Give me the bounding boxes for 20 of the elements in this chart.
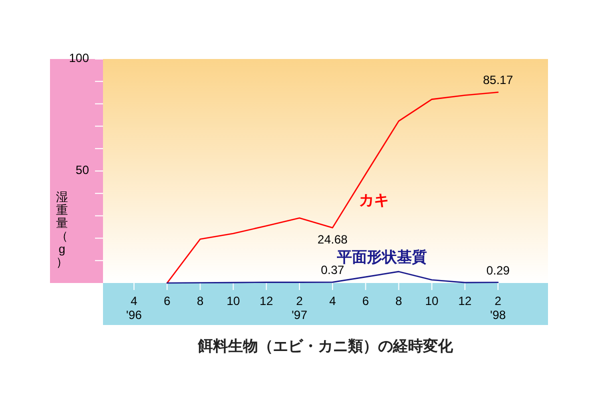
data-label: 0.29 [486,263,510,278]
y-tick-label: 100 [68,51,90,66]
x-tick-label: 6 [362,294,370,308]
data-label: 24.68 [318,232,348,247]
x-tick-label: 8 [395,294,402,308]
data-label: 85.17 [482,73,514,88]
x-tick-label: 10 [425,294,439,308]
x-tick-label: 2 '98 [490,294,506,322]
x-tick-label: 4 '96 [126,294,142,322]
x-tick-label: 6 [164,294,171,308]
text: 餌料生物（エビ・カニ類）の経時変化 [197,337,454,355]
x-tick-label: 8 [196,294,204,308]
y-tick-label: 50 [76,163,90,178]
series-label: カキ [359,192,390,209]
x-tick-label: 2 '97 [292,294,308,322]
x-tick-label: 12 [458,294,472,308]
x-tick-label: 10 [226,294,240,308]
x-tick-label: 12 [260,294,274,308]
y-axis-title: 湿重量（g） [56,190,68,269]
x-tick-label: 4 [329,294,336,308]
